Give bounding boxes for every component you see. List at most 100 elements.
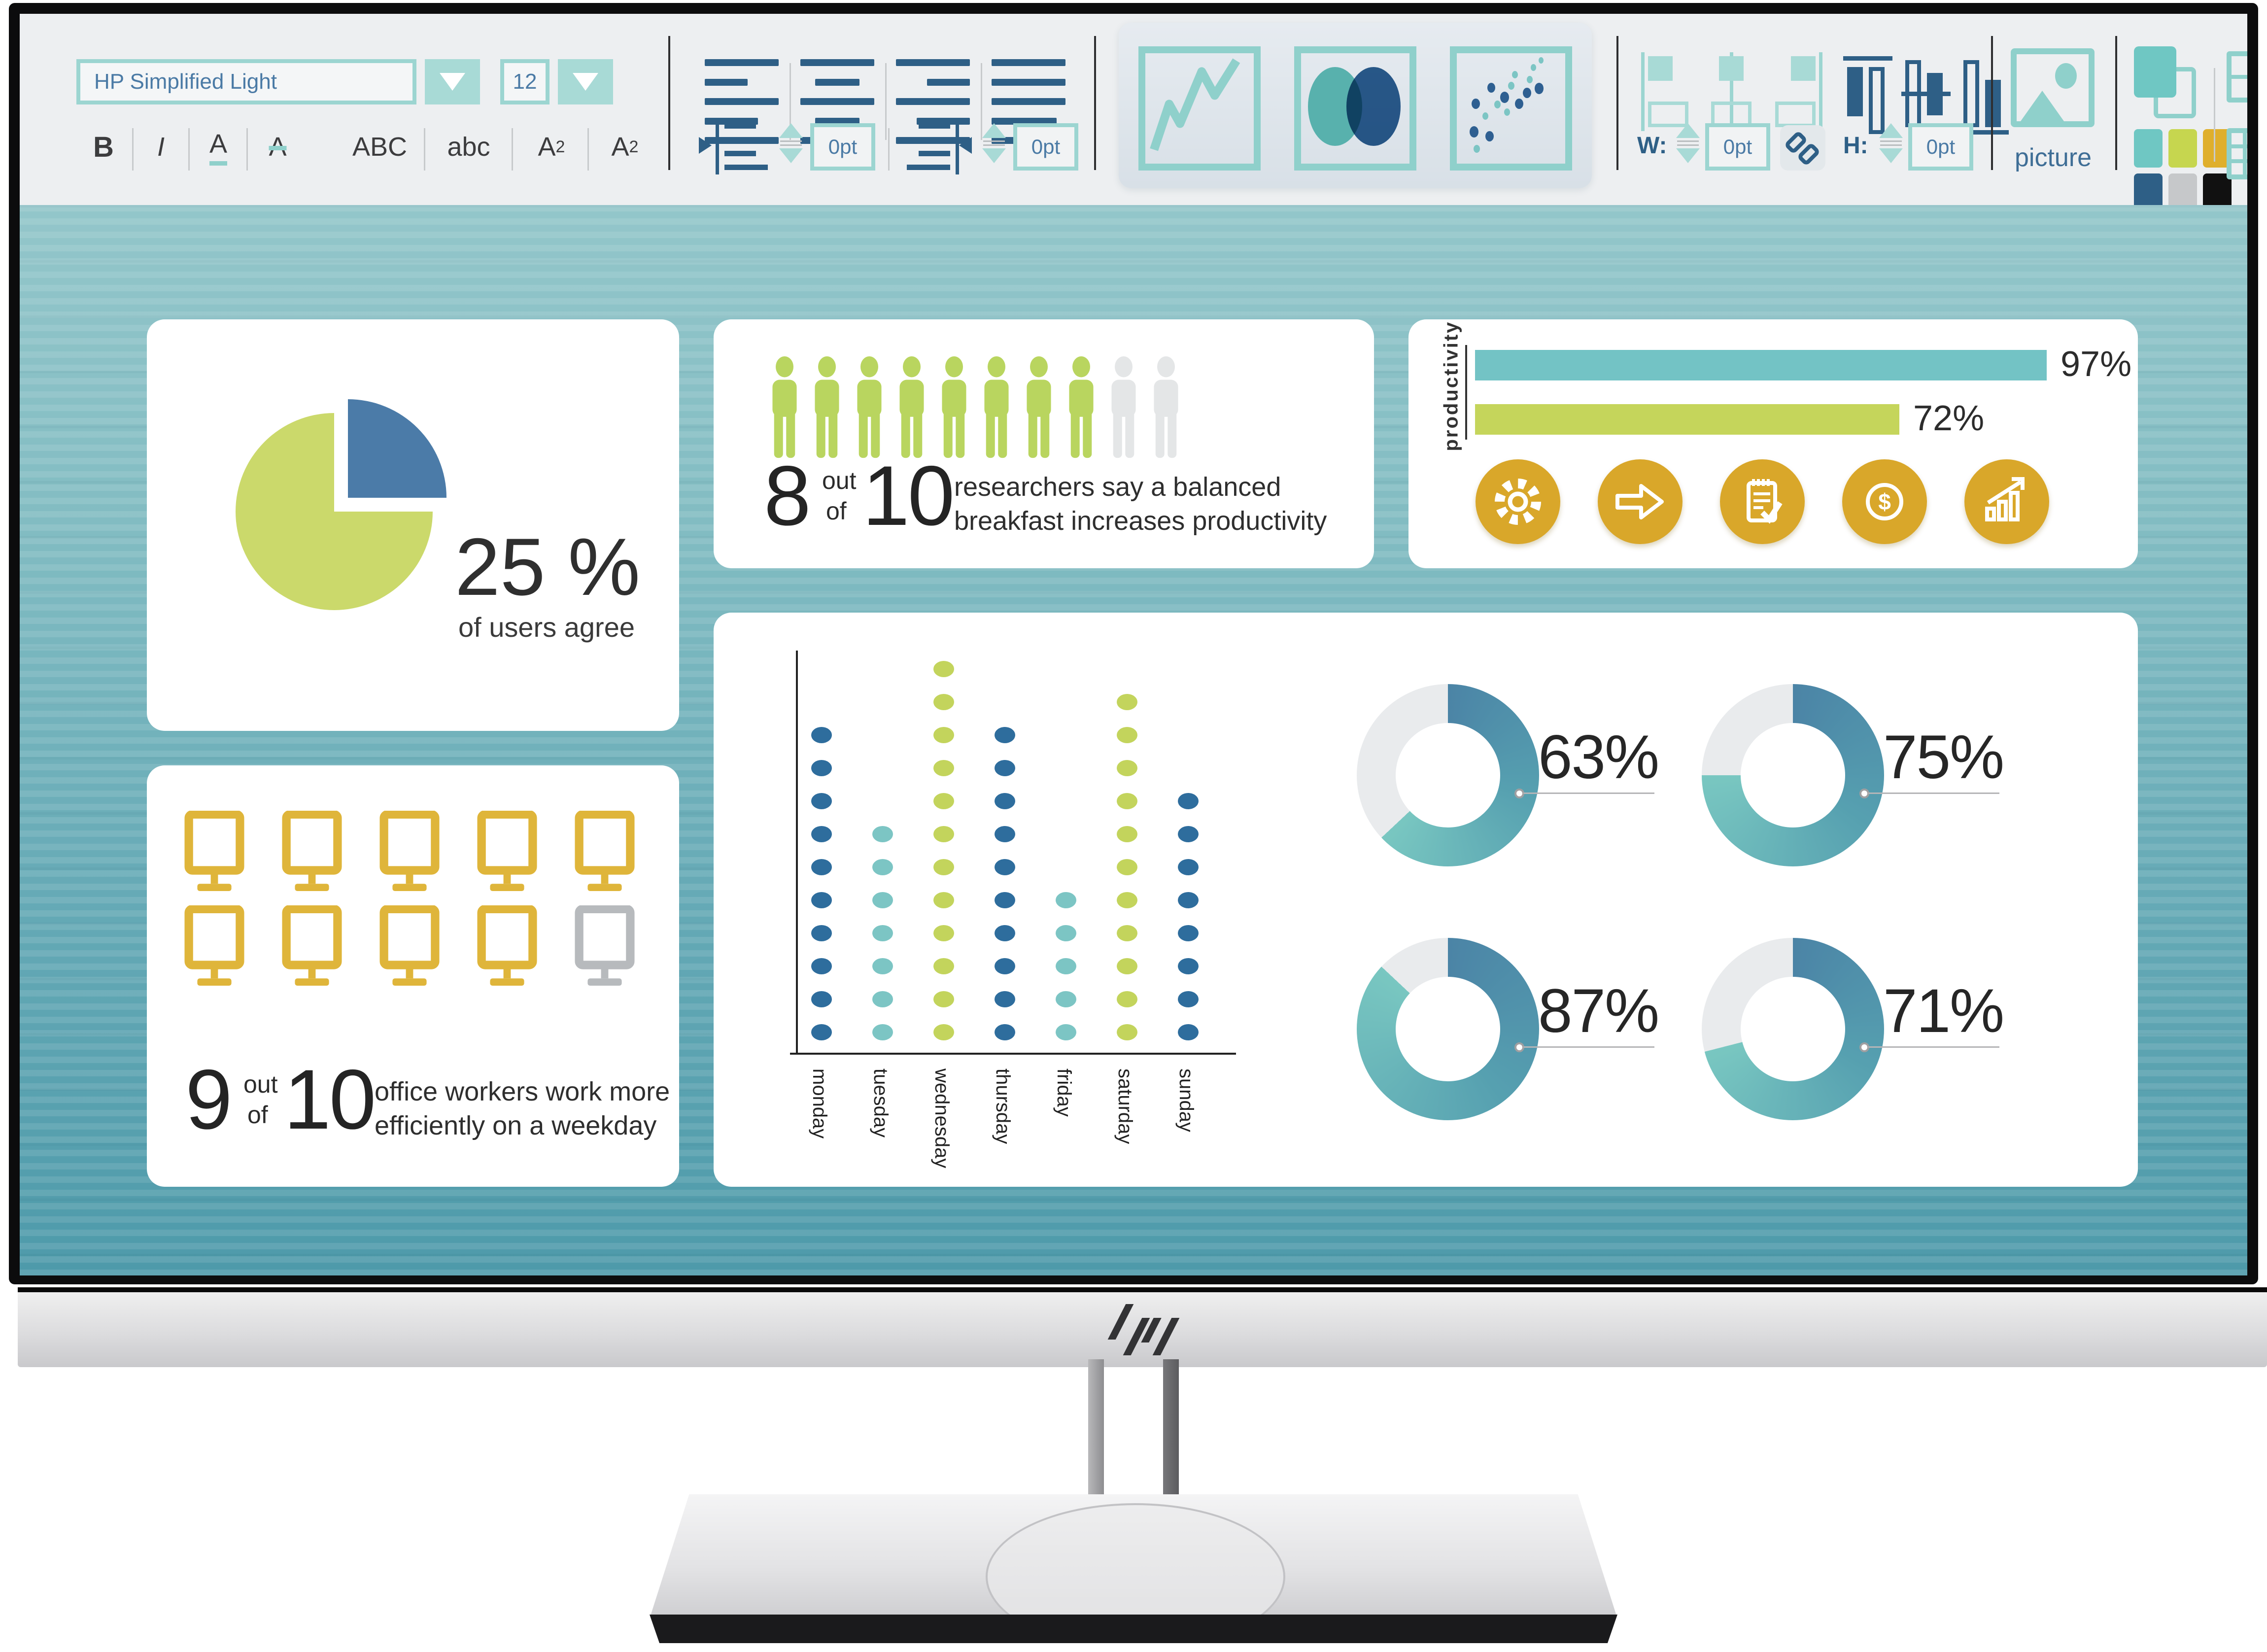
indent-right-stepper[interactable] [982, 123, 1006, 163]
people-pictogram-card: 8 out of 10 researchers say a balanced b… [714, 319, 1374, 568]
picture-label: picture [2015, 143, 2092, 172]
chart-dot [811, 826, 832, 842]
toolbar-divider [1991, 36, 1993, 170]
indent-right-value[interactable]: 0pt [1013, 123, 1078, 171]
donut-gauge: 63% [1357, 684, 1659, 866]
italic-button[interactable]: I [157, 132, 165, 162]
grid-3x3-button[interactable] [2227, 128, 2247, 179]
scatter-dot [1470, 126, 1478, 138]
align-middle-button[interactable] [1901, 56, 1951, 130]
chart-dot [1178, 892, 1199, 908]
chart-dot [933, 892, 954, 908]
distribute-center-button[interactable] [1705, 52, 1758, 131]
grid-2x2-button[interactable] [2227, 51, 2247, 103]
chart-dot [1178, 826, 1199, 842]
scatter-dot [1482, 112, 1488, 120]
font-size-select[interactable]: 12 [500, 59, 550, 104]
person-icon-active [1064, 348, 1099, 471]
stat-total: 10 [284, 1052, 376, 1147]
chart-dot [811, 991, 832, 1007]
align-bottom-button[interactable] [1959, 56, 2009, 135]
person-icon-active [1021, 348, 1057, 471]
person-icon-active [852, 348, 887, 471]
scatter-dot [1527, 76, 1533, 83]
pie-percent: 25 % [455, 521, 641, 612]
chart-dot [872, 892, 893, 908]
monitor: HP Simplified Light 12 B I A A ABC abc A… [9, 3, 2267, 1367]
checklist-icon [1720, 459, 1805, 544]
indent-left-icon[interactable] [699, 119, 773, 174]
productivity-axis-label: productivity [1440, 320, 1462, 451]
scatter-chart-button[interactable] [1450, 46, 1572, 171]
line-chart-button[interactable] [1138, 46, 1261, 171]
donut-ring [1702, 938, 1884, 1120]
underline-button[interactable]: A [196, 123, 240, 171]
stand-swivel-plate [986, 1503, 1285, 1616]
monitor-icon-active [568, 810, 642, 894]
scatter-dot [1487, 83, 1495, 93]
productivity-card: productivity 97% 72% $ [1408, 319, 2138, 568]
width-stepper[interactable] [1676, 123, 1700, 163]
lowercase-button[interactable]: abc [447, 132, 490, 162]
monitor-icon-active [373, 904, 447, 988]
font-size-caret-button[interactable] [558, 59, 613, 104]
donut-gauge: 75% [1702, 684, 2004, 866]
chart-dot [1178, 925, 1199, 941]
chart-dot [1056, 991, 1076, 1007]
chart-dot [811, 1024, 832, 1040]
chart-dot [1178, 958, 1199, 974]
scatter-dot [1512, 71, 1518, 78]
venn-chart-button[interactable] [1294, 46, 1416, 171]
monitor-icon-active [275, 904, 349, 988]
person-icon-active [979, 348, 1014, 471]
distribute-right-button[interactable] [1769, 52, 1822, 131]
chart-dot [995, 793, 1015, 809]
chart-dot [995, 826, 1015, 842]
uppercase-button[interactable]: ABC [352, 132, 408, 162]
height-stepper[interactable] [1879, 123, 1903, 163]
scatter-dot [1485, 131, 1494, 142]
chart-dot [811, 793, 832, 809]
align-top-button[interactable] [1843, 56, 1892, 134]
chart-dot [811, 760, 832, 776]
donut-marker [1514, 1042, 1524, 1052]
monitor-icon-active [373, 810, 447, 894]
pie-slice-25 [249, 399, 447, 596]
picture-button[interactable] [2011, 48, 2095, 127]
screen: HP Simplified Light 12 B I A A ABC abc A… [20, 14, 2247, 1275]
chart-dot [811, 925, 832, 941]
strikethrough-button[interactable]: A [269, 132, 287, 162]
layers-button[interactable] [2134, 46, 2203, 120]
toolbar-divider [1616, 36, 1618, 170]
svg-text:$: $ [1878, 489, 1891, 515]
desktop-wallpaper: 25 % of users agree [20, 205, 2247, 1275]
chart-dot [1117, 859, 1137, 875]
chart-dot [872, 991, 893, 1007]
weekday-dot-chart-card: monday tuesday wednesday thursday friday satu… [714, 613, 2138, 1187]
donut-ring [1702, 684, 1884, 866]
chart-dot [1056, 958, 1076, 974]
chart-dot [1178, 859, 1199, 875]
dot-chart-y-axis [796, 651, 798, 1055]
chart-dot [933, 727, 954, 743]
bar-axis [1465, 345, 1467, 440]
chart-dot [872, 859, 893, 875]
distribute-left-button[interactable] [1641, 52, 1694, 131]
color-swatch[interactable] [2168, 129, 2197, 168]
weekday-label: wednesday [931, 1068, 953, 1169]
chart-dot [1117, 892, 1137, 908]
scatter-dot [1531, 64, 1536, 71]
font-family-select[interactable]: HP Simplified Light [76, 59, 416, 104]
indent-right-icon[interactable] [902, 119, 976, 174]
bold-button[interactable]: B [93, 131, 114, 163]
font-family-caret-button[interactable] [425, 59, 480, 104]
color-swatch[interactable] [2134, 129, 2163, 168]
indent-left-value[interactable]: 0pt [810, 123, 875, 171]
indent-left-stepper[interactable] [779, 123, 803, 163]
width-value[interactable]: 0pt [1705, 123, 1770, 171]
link-dimensions-button[interactable] [1780, 125, 1825, 171]
height-value[interactable]: 0pt [1908, 123, 1973, 171]
monitor-icon-active [177, 810, 251, 894]
